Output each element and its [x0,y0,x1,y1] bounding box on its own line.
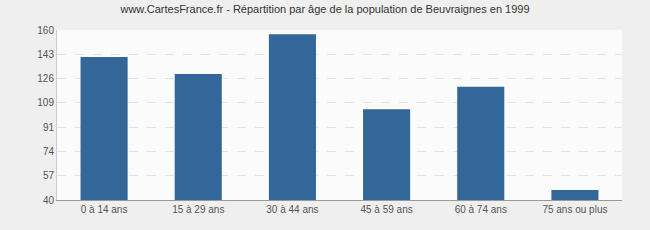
svg-text:74: 74 [43,146,55,157]
svg-text:143: 143 [37,49,54,60]
svg-text:0 à 14 ans: 0 à 14 ans [81,204,128,215]
svg-text:109: 109 [37,97,54,108]
svg-text:45 à 59 ans: 45 à 59 ans [360,204,412,215]
svg-text:60 à 74 ans: 60 à 74 ans [455,204,507,215]
svg-text:75 ans ou plus: 75 ans ou plus [542,204,607,215]
svg-text:91: 91 [43,122,55,133]
svg-text:30 à 44 ans: 30 à 44 ans [266,204,318,215]
svg-text:15 à 29 ans: 15 à 29 ans [172,204,224,215]
svg-text:160: 160 [37,25,54,36]
svg-text:www.CartesFrance.fr - Répartit: www.CartesFrance.fr - Répartition par âg… [119,3,529,15]
svg-text:40: 40 [43,195,55,206]
svg-text:126: 126 [37,73,54,84]
svg-text:57: 57 [43,170,55,181]
